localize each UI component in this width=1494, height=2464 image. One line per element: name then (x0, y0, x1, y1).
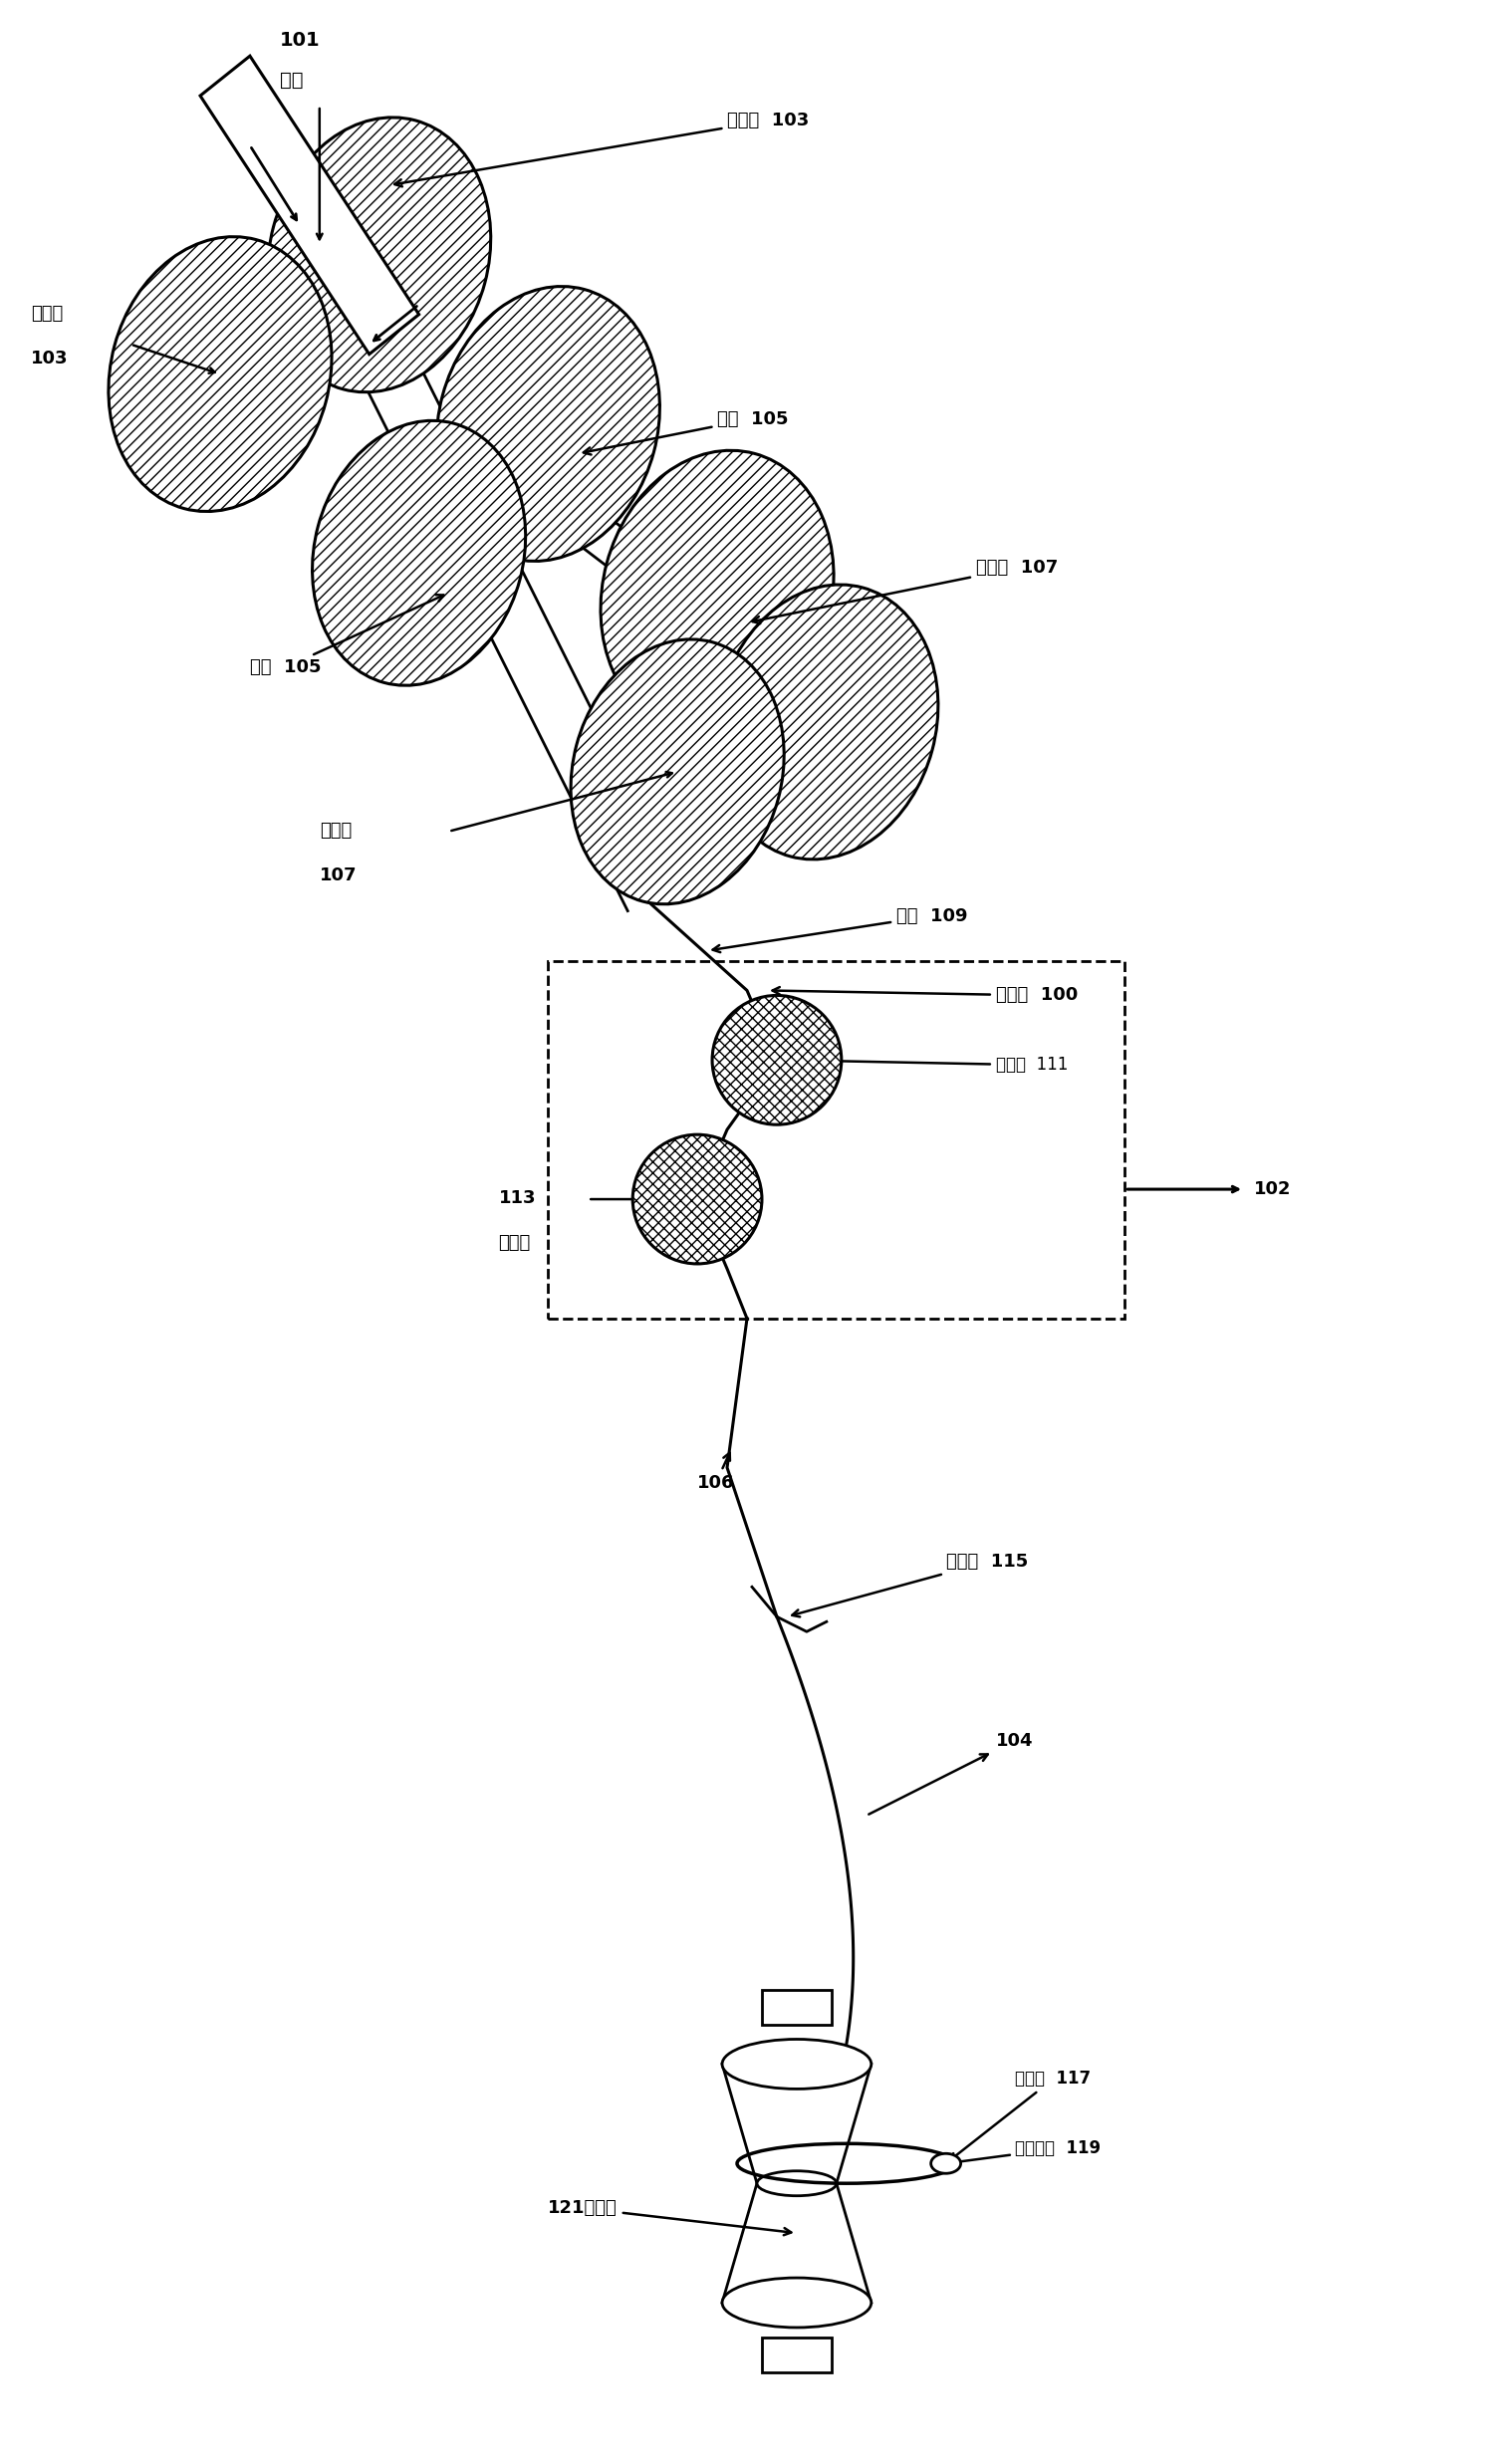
Ellipse shape (109, 237, 332, 513)
Ellipse shape (571, 638, 784, 904)
Text: 胶圈  105: 胶圈 105 (584, 409, 789, 456)
Text: 前罗拉: 前罗拉 (320, 821, 351, 840)
Ellipse shape (436, 286, 660, 562)
Text: 107: 107 (320, 867, 357, 885)
Bar (762, 2338, 832, 2373)
Text: 上皮带  111: 上皮带 111 (792, 1057, 1068, 1074)
Polygon shape (200, 57, 418, 355)
Bar (548, 961, 1125, 1318)
Text: 钢丝圈  117: 钢丝圈 117 (950, 2070, 1091, 2161)
Ellipse shape (312, 421, 526, 685)
Text: 导纱器  100: 导纱器 100 (772, 986, 1077, 1005)
Text: 纱线  109: 纱线 109 (713, 907, 967, 951)
Text: 前罗拉  107: 前罗拉 107 (753, 559, 1058, 623)
Ellipse shape (722, 2277, 871, 2328)
Text: 103: 103 (31, 350, 69, 367)
Text: 后罗拉: 后罗拉 (31, 306, 63, 323)
Text: 102: 102 (1253, 1180, 1291, 1198)
Text: 113: 113 (499, 1190, 536, 1207)
Bar (762, 1988, 832, 2025)
Text: 粗纱: 粗纱 (279, 71, 303, 89)
Ellipse shape (267, 118, 490, 392)
Text: 导纱器  115: 导纱器 115 (792, 1552, 1028, 1616)
Ellipse shape (757, 2171, 837, 2195)
Text: 104: 104 (870, 1732, 1032, 1814)
Ellipse shape (931, 2154, 961, 2173)
Text: 106: 106 (698, 1454, 735, 1491)
Circle shape (713, 995, 841, 1124)
Text: 121绕线筒: 121绕线筒 (548, 2200, 792, 2235)
Text: 101: 101 (279, 32, 320, 49)
Circle shape (632, 1133, 762, 1264)
Ellipse shape (716, 584, 938, 860)
Text: 下皮带: 下皮带 (499, 1234, 530, 1252)
Text: 胶圈  105: 胶圈 105 (249, 594, 444, 675)
Ellipse shape (722, 2040, 871, 2089)
Ellipse shape (601, 451, 834, 734)
Text: 后罗拉  103: 后罗拉 103 (394, 111, 810, 187)
Text: 环形导轨  119: 环形导轨 119 (952, 2139, 1101, 2166)
